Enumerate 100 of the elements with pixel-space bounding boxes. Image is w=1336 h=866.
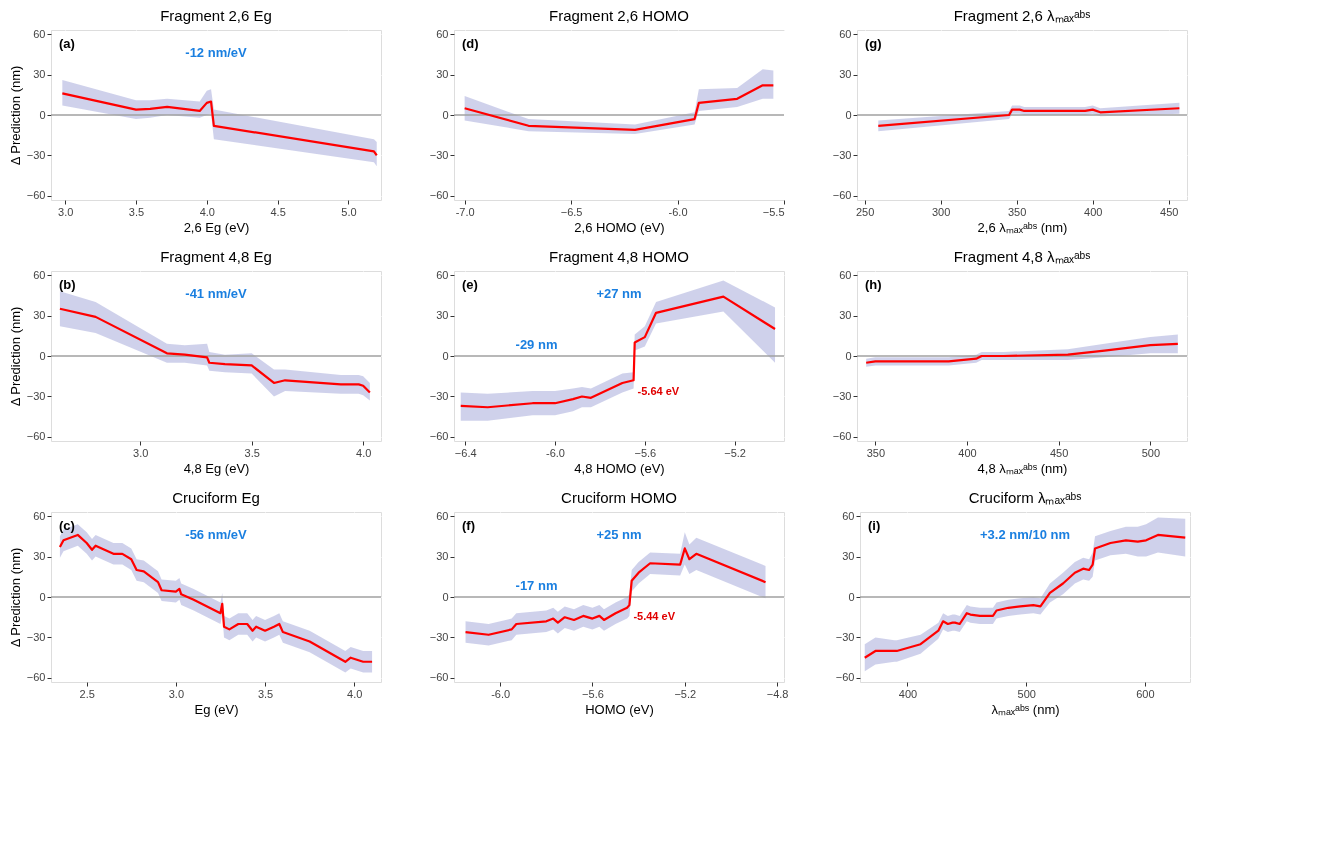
x-tick-label: 400	[1084, 205, 1103, 218]
y-tick-label: −30	[832, 148, 852, 161]
x-axis-title: 4,8 λₘₐₓᵃᵇˢ (nm)	[977, 460, 1068, 476]
x-tick-label: -7.0	[455, 205, 475, 218]
y-tick-label: −30	[835, 630, 855, 643]
x-tick-label: 3.5	[244, 446, 260, 459]
x-tick-label: 3.5	[257, 687, 274, 700]
x-tick-label: −4.8	[766, 687, 789, 700]
annotation: -5.64 eV	[637, 385, 680, 398]
line-series	[464, 547, 767, 636]
x-tick-label: −5.2	[724, 446, 746, 459]
y-tick-label: −30	[429, 630, 449, 643]
x-tick-label: 400	[898, 687, 918, 700]
x-axis-title: 4,8 Eg (eV)	[183, 460, 250, 476]
y-tick-label: −30	[429, 148, 449, 161]
y-axis-title: Δ Prediction (nm)	[7, 547, 23, 648]
x-tick-label: 3.0	[133, 446, 149, 459]
annotation: (f)	[462, 518, 475, 533]
y-tick-label: 60	[436, 268, 449, 281]
y-tick-label: 30	[839, 68, 852, 81]
line-series	[865, 342, 1179, 364]
y-tick-label: 60	[33, 268, 46, 281]
annotation: -41 nm/eV	[185, 286, 248, 301]
line-series	[463, 84, 775, 131]
x-axis-title: 2,6 HOMO (eV)	[574, 219, 665, 235]
x-tick-label: 3.0	[168, 687, 185, 700]
x-tick-label: 4.0	[356, 446, 372, 459]
annotation: (c)	[59, 518, 75, 533]
y-tick-label: −60	[26, 671, 46, 684]
y-tick-label: −30	[26, 630, 46, 643]
y-tick-label: 60	[839, 268, 852, 281]
annotation: (b)	[59, 277, 76, 292]
x-tick-label: −6.4	[454, 446, 477, 459]
x-tick-label: −5.6	[634, 446, 657, 459]
annotation: +3.2 nm/10 nm	[980, 527, 1070, 542]
x-tick-label: 450	[1160, 205, 1179, 218]
y-tick-label: 0	[39, 590, 46, 603]
x-tick-label: −5.5	[762, 205, 785, 218]
chart-title: Fragment 2,6 λₘₐₓᵃᵇˢ	[953, 7, 1091, 25]
chart-title: Fragment 4,8 Eg	[160, 248, 272, 266]
y-tick-label: −60	[832, 430, 852, 443]
y-tick-label: 60	[33, 509, 46, 522]
y-tick-label: −60	[832, 189, 852, 202]
y-tick-label: 0	[845, 108, 852, 121]
y-tick-label: −60	[429, 189, 449, 202]
y-tick-label: 60	[436, 509, 449, 522]
annotation: -12 nm/eV	[185, 45, 248, 60]
chart-title: Cruciform Eg	[172, 489, 260, 507]
line-series	[58, 307, 371, 394]
chart-title: Fragment 4,8 λₘₐₓᵃᵇˢ	[953, 248, 1091, 266]
chart-title: Fragment 2,6 HOMO	[548, 7, 690, 25]
y-axis-title: Δ Prediction (nm)	[7, 65, 23, 166]
line-series	[61, 92, 378, 157]
y-tick-label: 30	[436, 550, 449, 563]
chart-title: Fragment 4,8 HOMO	[548, 248, 690, 266]
annotation: -56 nm/eV	[185, 527, 248, 542]
y-tick-label: −30	[26, 389, 46, 402]
y-tick-label: 60	[33, 27, 46, 40]
y-tick-label: 0	[442, 108, 449, 121]
x-axis-title: HOMO (eV)	[585, 701, 654, 717]
x-tick-label: −5.2	[674, 687, 697, 700]
annotation: -5.44 eV	[633, 610, 676, 623]
y-tick-label: −30	[832, 389, 852, 402]
x-tick-label: 4.0	[347, 687, 363, 700]
annotation: +27 nm	[596, 286, 642, 301]
y-tick-label: 60	[839, 27, 852, 40]
y-tick-label: 30	[839, 309, 852, 322]
y-tick-label: 30	[33, 309, 46, 322]
annotation: -29 nm	[515, 337, 558, 352]
y-tick-label: −30	[429, 389, 449, 402]
x-axis-title: 2,6 Eg (eV)	[183, 219, 250, 235]
x-axis-title: 2,6 λₘₐₓᵃᵇˢ (nm)	[977, 219, 1068, 235]
chart-title: Cruciform HOMO	[561, 489, 677, 507]
x-axis-title: Eg (eV)	[194, 701, 239, 717]
x-tick-label: 350	[1008, 205, 1027, 218]
annotation: -17 nm	[515, 578, 558, 593]
x-tick-label: 600	[1136, 687, 1155, 700]
x-tick-label: 4.5	[270, 205, 286, 218]
x-tick-label: 500	[1017, 687, 1036, 700]
y-tick-label: −60	[429, 430, 449, 443]
annotation: (e)	[462, 277, 478, 292]
x-tick-label: 500	[1141, 446, 1161, 459]
x-tick-label: 350	[866, 446, 886, 459]
line-series	[877, 107, 1181, 127]
x-tick-label: 2.5	[79, 687, 95, 700]
y-tick-label: 30	[436, 309, 449, 322]
annotation: (a)	[59, 36, 75, 51]
x-tick-label: 3.0	[58, 205, 74, 218]
y-tick-label: −30	[26, 148, 46, 161]
annotation: +25 nm	[596, 527, 642, 542]
x-tick-label: 450	[1049, 446, 1069, 459]
y-tick-label: −60	[26, 430, 46, 443]
chart-title: Cruciform λₘₐₓᵃᵇˢ	[968, 489, 1082, 507]
x-tick-label: -6.0	[668, 205, 688, 218]
y-tick-label: 30	[33, 550, 46, 563]
x-tick-label: 250	[855, 205, 875, 218]
y-tick-label: −60	[835, 671, 855, 684]
y-tick-label: 0	[848, 590, 855, 603]
annotation: (i)	[868, 518, 881, 533]
chart-title: Fragment 2,6 Eg	[160, 7, 272, 25]
